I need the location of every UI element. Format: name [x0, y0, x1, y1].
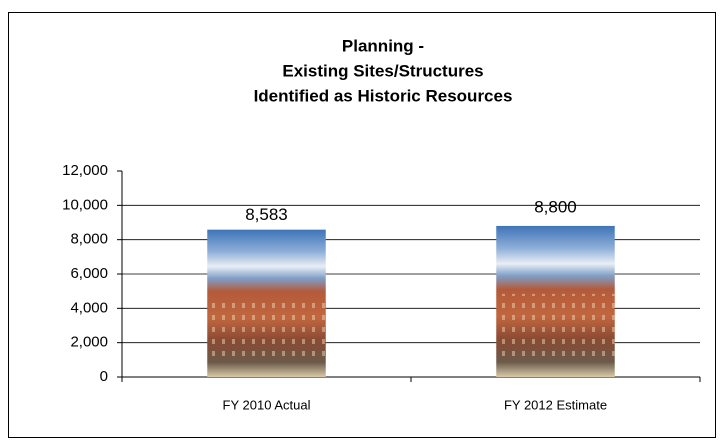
- y-tick-label: 2,000: [70, 334, 108, 351]
- x-tick-label: FY 2010 Actual: [223, 397, 311, 412]
- chart-title: Planning -: [342, 36, 424, 55]
- bar-texture: [207, 296, 325, 362]
- value-label: 8,800: [534, 197, 577, 216]
- chart: Planning - Existing Sites/Structures Ide…: [0, 0, 724, 445]
- y-tick-label: 8,000: [70, 231, 108, 248]
- bar-texture: [496, 294, 614, 362]
- y-tick-label: 10,000: [62, 196, 108, 213]
- x-tick-label: FY 2012 Estimate: [504, 397, 607, 412]
- chart-title: Identified as Historic Resources: [254, 86, 513, 105]
- y-tick-label: 4,000: [70, 299, 108, 316]
- y-tick-label: 12,000: [62, 162, 108, 179]
- y-tick-label: 6,000: [70, 265, 108, 282]
- chart-title: Existing Sites/Structures: [282, 61, 483, 80]
- y-tick-label: 0: [100, 368, 108, 385]
- value-label: 8,583: [245, 205, 288, 224]
